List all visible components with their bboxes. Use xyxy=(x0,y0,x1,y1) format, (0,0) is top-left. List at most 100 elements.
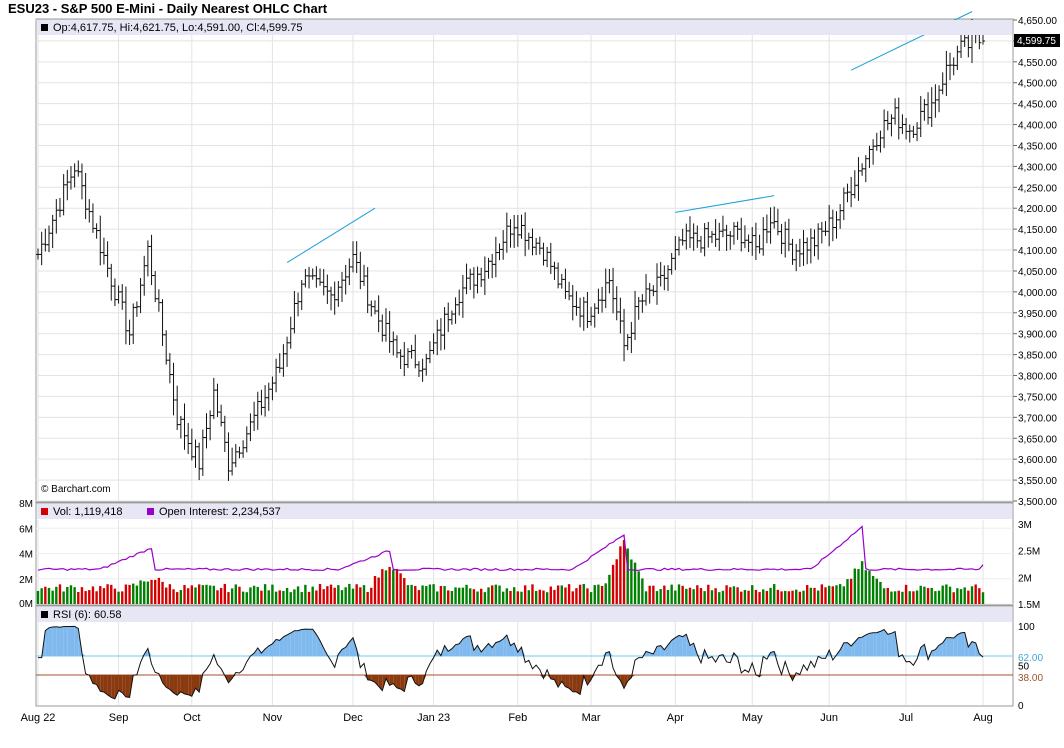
volume-bar xyxy=(113,588,117,604)
volume-bar xyxy=(824,587,827,604)
volume-bar xyxy=(110,584,113,604)
rsi-overbought-fill xyxy=(657,645,661,657)
rsi-overbought-fill xyxy=(59,626,64,657)
volume-bar xyxy=(498,585,501,604)
volume-bar xyxy=(300,592,303,604)
volume-bar xyxy=(216,590,219,604)
volume-bar xyxy=(421,585,424,604)
rsi-legend: RSI (6): 60.58 xyxy=(53,609,121,621)
volume-bar xyxy=(161,581,164,604)
rsi-oversold-fill xyxy=(396,674,401,690)
volume-bar xyxy=(626,548,629,604)
volume-bar xyxy=(802,590,805,604)
volume-bar xyxy=(234,584,237,604)
volume-legend: Vol: 1,119,418 xyxy=(53,506,123,518)
volume-bar xyxy=(157,577,161,604)
volume-bar xyxy=(128,584,131,604)
volume-bar xyxy=(88,590,91,604)
price-tick-label: 4,200.00 xyxy=(1018,204,1057,215)
trend-lines xyxy=(286,11,973,264)
rsi-overbought-fill xyxy=(946,637,951,657)
rsi-oversold-fill xyxy=(180,674,185,694)
rsi-overbought-fill xyxy=(884,629,888,657)
volume-bar xyxy=(648,585,651,604)
volume-bar xyxy=(882,588,886,604)
volume-bar xyxy=(959,589,963,604)
x-tick-label: Feb xyxy=(508,712,527,724)
rsi-overbought-fill xyxy=(678,635,683,657)
rsi-oversold-fill xyxy=(624,674,628,689)
rsi-overbought-fill xyxy=(506,635,511,657)
rsi-oversold-fill xyxy=(166,674,170,690)
rsi-overbought-fill xyxy=(840,642,844,657)
volume-bar xyxy=(205,584,208,604)
volume-bar xyxy=(527,590,531,604)
rsi-overbought-fill xyxy=(492,642,496,657)
volume-bar xyxy=(278,590,281,604)
rsi-oversold-fill xyxy=(114,674,119,699)
volume-bar xyxy=(494,584,498,604)
volume-bar xyxy=(784,590,787,604)
volume-bar xyxy=(923,586,926,604)
rsi-overbought-fill xyxy=(495,641,500,657)
rsi-tick-label: 100 xyxy=(1018,622,1035,633)
x-tick-label: Aug 22 xyxy=(21,712,56,724)
rsi-oversold-fill xyxy=(393,674,397,688)
volume-bar xyxy=(348,583,351,604)
x-tick-label: Oct xyxy=(183,712,200,724)
rsi-overbought-fill xyxy=(682,634,687,657)
price-tick-label: 4,000.00 xyxy=(1018,288,1057,299)
x-tick-label: Jun xyxy=(820,712,838,724)
rsi-overbought-fill xyxy=(873,632,877,657)
volume-bar xyxy=(135,585,139,604)
volume-bar xyxy=(523,585,527,604)
volume-bar xyxy=(326,586,329,604)
rsi-overbought-fill xyxy=(887,633,892,657)
rsi-oversold-fill xyxy=(367,674,372,681)
price-tick-label: 4,650.00 xyxy=(1018,16,1057,27)
volume-bar xyxy=(516,591,520,604)
rsi-overbought-fill xyxy=(451,644,456,657)
volume-bar xyxy=(285,587,289,604)
price-tick-label: 4,500.00 xyxy=(1018,79,1057,90)
volume-bar xyxy=(399,573,402,604)
volume-bar xyxy=(432,584,435,604)
trend-line xyxy=(675,195,775,213)
volume-bar xyxy=(487,587,490,604)
rsi-overbought-fill xyxy=(880,629,885,657)
volume-bar xyxy=(553,589,556,604)
rsi-overbought-fill xyxy=(917,647,921,657)
volume-bar xyxy=(699,588,703,604)
volume-bar xyxy=(69,585,73,604)
volume-bar xyxy=(670,584,673,604)
volume-bar xyxy=(703,591,706,604)
volume-bar xyxy=(271,584,274,604)
volume-bar xyxy=(472,589,476,604)
volume-bar xyxy=(318,584,322,604)
volume-bar xyxy=(860,561,864,604)
volume-bar xyxy=(447,590,450,604)
rsi-oversold-fill xyxy=(111,674,115,699)
volume-bar xyxy=(630,559,633,604)
volume-bar xyxy=(776,589,780,604)
volume-bar xyxy=(798,591,802,604)
oi-legend-swatch xyxy=(147,508,154,515)
rsi-oversold-fill xyxy=(415,674,419,686)
volume-bar xyxy=(974,584,977,604)
volume-bar xyxy=(509,590,512,604)
volume-bar xyxy=(729,587,732,604)
volume-bar xyxy=(256,586,259,604)
rsi-oversold-fill xyxy=(188,674,192,697)
volume-bar xyxy=(853,568,857,604)
volume-bar xyxy=(908,591,911,604)
rsi-overbought-fill xyxy=(52,626,57,657)
rsi-overbought-fill xyxy=(48,627,53,657)
volume-bar xyxy=(611,564,615,604)
volume-bar xyxy=(307,591,311,604)
rsi-overbought-fill xyxy=(455,643,460,657)
volume-bar xyxy=(267,590,270,604)
rsi-overbought-fill xyxy=(309,629,313,657)
volume-bar xyxy=(490,585,494,604)
volume-bar xyxy=(66,586,69,604)
